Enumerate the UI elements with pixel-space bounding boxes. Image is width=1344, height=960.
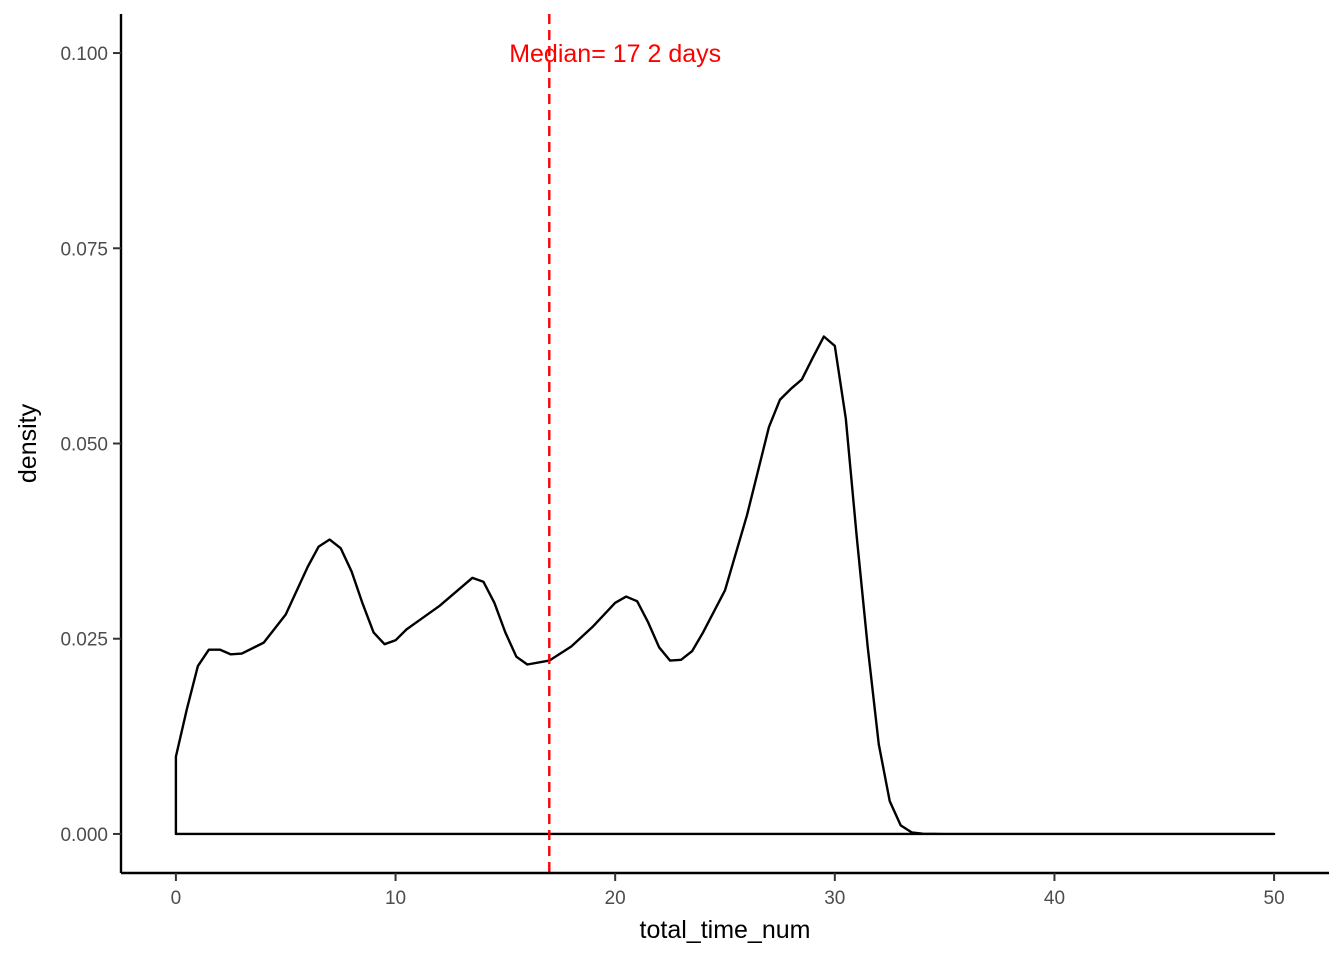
plot-area: Median= 17 2 days [174,14,1276,873]
x-tick-label: 50 [1264,888,1285,909]
x-tick-label: 0 [171,888,182,909]
y-axis-ticks: 0.000 0.025 0.050 0.075 0.100 [60,44,121,846]
density-curve [174,335,1276,836]
y-tick-label: 0.025 [60,630,108,651]
y-tick-label: 0.050 [60,435,108,456]
y-tick-label: 0.000 [60,825,108,846]
y-tick-label: 0.075 [60,239,108,260]
x-tick-label: 40 [1044,888,1065,909]
median-annotation: Median= 17 2 days [509,40,721,68]
x-axis-ticks: 0 10 20 30 40 50 [171,873,1285,909]
x-tick-label: 20 [605,888,626,909]
x-axis-title: total_time_num [640,916,811,944]
x-tick-label: 30 [824,888,845,909]
y-axis-title: density [14,403,42,483]
y-tick-label: 0.100 [60,44,108,65]
x-tick-label: 10 [385,888,406,909]
